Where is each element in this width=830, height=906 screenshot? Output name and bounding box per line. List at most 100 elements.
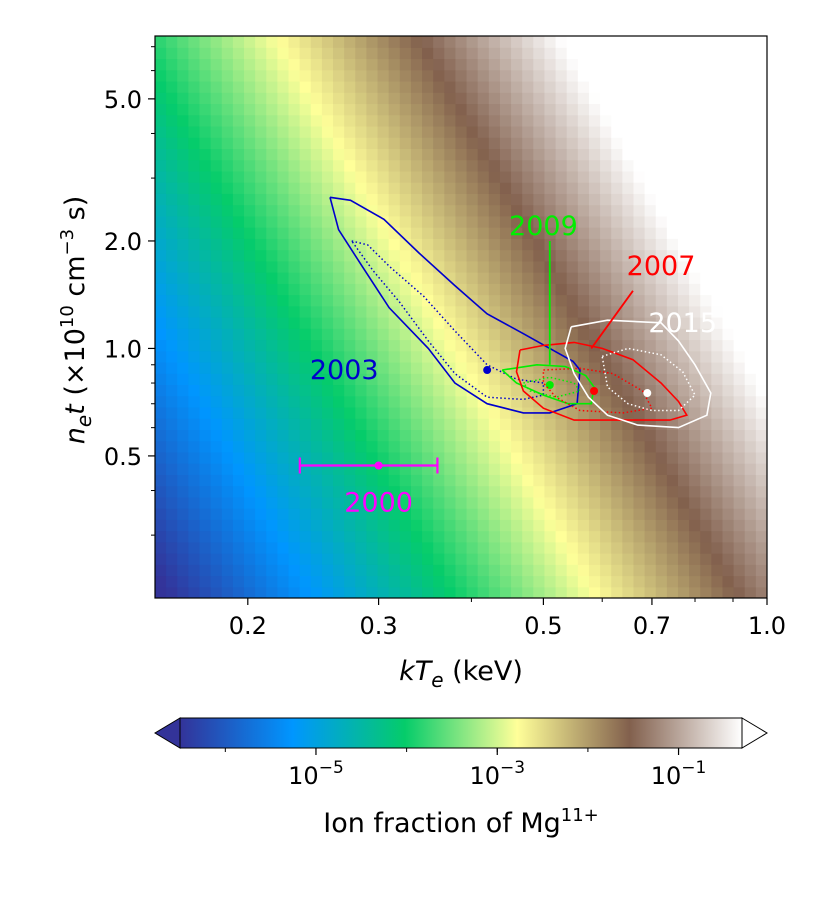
heatmap-cell [399, 463, 412, 475]
heatmap-cell [644, 249, 657, 262]
heatmap-cell [155, 586, 167, 598]
heatmap-cell [700, 384, 712, 397]
heatmap-cell [522, 575, 534, 588]
heatmap-cell [566, 451, 579, 464]
heatmap-cell [232, 103, 245, 116]
heatmap-cell [711, 564, 724, 577]
heatmap-cell [155, 317, 167, 329]
heatmap-cell [644, 485, 657, 498]
heatmap-cell [566, 440, 579, 453]
heatmap-cell [166, 384, 178, 397]
heatmap-cell [155, 553, 167, 565]
heatmap-cell [488, 193, 501, 206]
heatmap-cell [733, 339, 746, 352]
heatmap-cell [566, 395, 579, 408]
heatmap-cell [655, 36, 668, 48]
heatmap-cell [321, 283, 334, 296]
heatmap-cell [633, 36, 646, 48]
heatmap-cell [166, 317, 178, 329]
heatmap-cell [566, 260, 579, 273]
heatmap-cell [633, 47, 646, 60]
heatmap-cell [455, 92, 468, 105]
heatmap-cell [588, 283, 601, 296]
heatmap-cell [166, 103, 178, 116]
heatmap-cell [677, 148, 690, 161]
heatmap-cell [410, 283, 423, 296]
heatmap-cell [655, 170, 668, 183]
heatmap-cell [399, 36, 412, 48]
heatmap-cell [444, 227, 457, 239]
heatmap-cell [655, 395, 668, 408]
heatmap-cell [255, 418, 267, 430]
heatmap-cell [433, 530, 445, 543]
heatmap-cell [600, 395, 612, 408]
heatmap-cell [188, 541, 201, 554]
heatmap-cell [555, 92, 568, 105]
heatmap-cell [700, 260, 712, 273]
heatmap-cell [722, 440, 735, 453]
heatmap-cell [355, 317, 368, 329]
heatmap-cell [155, 395, 167, 408]
heatmap-cell [410, 305, 423, 318]
heatmap-cell [511, 80, 523, 93]
y-tick-label: 5.0 [104, 86, 142, 114]
heatmap-cell [155, 305, 167, 318]
heatmap-cell [577, 440, 590, 453]
heatmap-cell [555, 159, 568, 172]
heatmap-cell [477, 204, 490, 217]
heatmap-cell [199, 283, 212, 296]
heatmap-cell [622, 406, 635, 419]
heatmap-cell [310, 294, 323, 307]
heatmap-cell [388, 137, 401, 149]
heatmap-cell [644, 339, 657, 352]
heatmap-cell [344, 440, 356, 453]
heatmap-cell [744, 384, 757, 397]
heatmap-cell [410, 451, 423, 464]
heatmap-cell [321, 69, 334, 82]
heatmap-cell [288, 361, 301, 374]
heatmap-cell [733, 496, 746, 509]
heatmap-cell [388, 92, 401, 105]
heatmap-cell [733, 58, 746, 71]
heatmap-cell [244, 47, 256, 60]
heatmap-cell [399, 92, 412, 105]
heatmap-cell [611, 485, 623, 498]
heatmap-cell [588, 451, 601, 464]
heatmap-cell [633, 58, 646, 71]
heatmap-cell [711, 114, 724, 127]
heatmap-cell [655, 586, 668, 598]
heatmap-cell [266, 328, 278, 341]
heatmap-cell [366, 373, 379, 386]
heatmap-cell [677, 137, 690, 149]
heatmap-cell [511, 272, 523, 284]
heatmap-cell [155, 215, 167, 228]
heatmap-cell [399, 125, 412, 138]
heatmap-cell [333, 553, 345, 565]
heatmap-cell [522, 249, 534, 262]
heatmap-cell [711, 317, 724, 329]
heatmap-cell [611, 350, 623, 363]
heatmap-cell [566, 125, 579, 138]
heatmap-cell [477, 575, 490, 588]
heatmap-cell [711, 575, 724, 588]
heatmap-cell [700, 339, 712, 352]
heatmap-cell [644, 260, 657, 273]
heatmap-cell [700, 429, 712, 442]
heatmap-cell [277, 182, 290, 194]
heatmap-cell [622, 530, 635, 543]
heatmap-cell [255, 384, 267, 397]
heatmap-cell [555, 541, 568, 554]
heatmap-cell [199, 575, 212, 588]
heatmap-cell [522, 463, 534, 475]
heatmap-cell [321, 463, 334, 475]
heatmap-cell [666, 485, 679, 498]
heatmap-cell [288, 406, 301, 419]
heatmap-cell [588, 496, 601, 509]
heatmap-cell [566, 204, 579, 217]
heatmap-cell [600, 418, 612, 430]
heatmap-cell [477, 170, 490, 183]
heatmap-cell [155, 137, 167, 149]
heatmap-cell [755, 204, 767, 217]
heatmap-cell [511, 564, 523, 577]
heatmap-cell [221, 215, 234, 228]
